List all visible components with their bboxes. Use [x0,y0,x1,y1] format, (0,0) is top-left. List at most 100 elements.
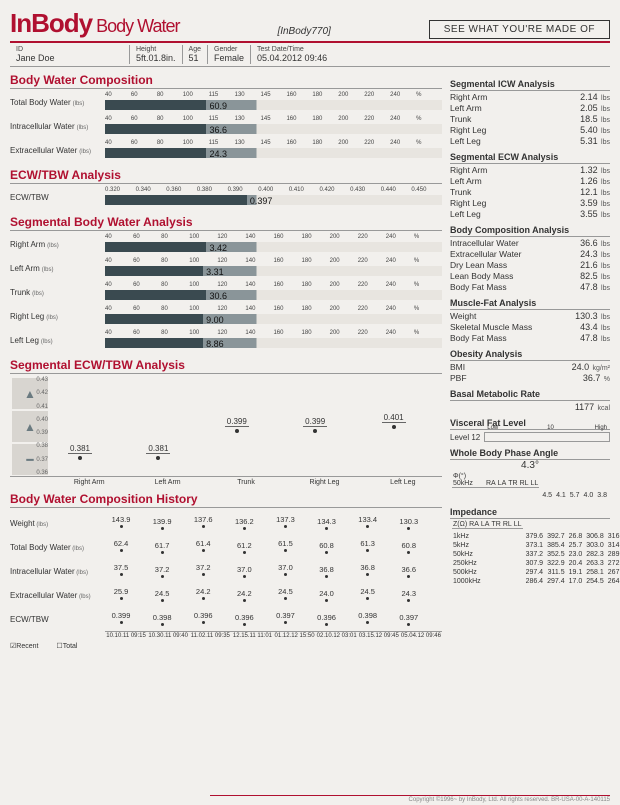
rt-row: Left Leg3.55 lbs [450,208,610,219]
section-secw-title: Segmental ECW/TBW Analysis [10,358,442,374]
history-checkboxes: ☑Recent ☐Total [10,642,442,650]
bar-label: Right Leg(lbs) [10,306,105,321]
rt-section-title: Segmental ICW Analysis [450,79,610,91]
wbpa-title: Whole Body Phase Angle [450,448,610,460]
hist-point: 61.3 [352,539,384,552]
hist-row: Extracellular Water (lbs)25.924.524.224.… [10,583,442,607]
footer: Copyright ©1996~ by InBody, Ltd. All rig… [210,795,610,803]
hist-point: 24.0 [311,589,343,602]
bar-row: Right Leg(lbs) 4060801001201401601802002… [10,306,442,328]
recent-checkbox[interactable]: ☑Recent [10,643,46,650]
rt-row: BMI24.0 kg/m² [450,361,610,372]
history-dates: 10.10.11 09:1510.30.11 09:4011.02.11 09:… [105,631,442,639]
section-hist-title: Body Water Composition History [10,492,442,508]
rt-row: Body Fat Mass47.8 lbs [450,281,610,292]
history-rows: Weight (lbs)143.9139.9137.6136.2137.3134… [10,511,442,631]
age-cell: Age51 [183,45,208,64]
imp-title: Impedance [450,507,610,519]
bar-area: 406080100115130145160180200220240% 24.3 [105,140,442,162]
bar-label: Trunk(lbs) [10,282,105,297]
secw-point: 0.401 [364,413,424,429]
bar-row: Extracellular Water(lbs) 406080100115130… [10,140,442,162]
hist-point: 24.2 [187,587,219,600]
hist-point: 37.0 [228,565,260,578]
patient-info-row: IDJane Doe Height5ft.01.8in. Age51 Gende… [10,41,610,67]
secw-plot: 0.430.420.410.400.390.380.370.36 0.3810.… [50,377,442,476]
rt-section-title: Segmental ECW Analysis [450,152,610,164]
rt-row: Body Fat Mass47.8 lbs [450,332,610,343]
secw-xlabels: Right ArmLeft ArmTrunkRight LegLeft Leg [50,479,442,486]
hist-point: 0.396 [311,613,343,626]
hist-point: 37.5 [105,563,137,576]
hist-point: 60.8 [393,541,425,554]
rt-row: Extracellular Water24.3 lbs [450,248,610,259]
bar-row: Left Arm(lbs) 40608010012014016018020022… [10,258,442,280]
rt-icw: Segmental ICW AnalysisRight Arm2.14 lbsL… [450,79,610,146]
hist-point: 0.396 [228,613,260,626]
section-sbwa-title: Segmental Body Water Analysis [10,215,442,231]
hist-point: 37.0 [269,563,301,576]
hist-point: 36.6 [393,565,425,578]
hist-point: 61.5 [269,539,301,552]
rt-oa: Obesity AnalysisBMI24.0 kg/m²PBF36.7 % [450,349,610,383]
model-label: [InBody770] [277,26,330,37]
rt-row: Right Leg3.59 lbs [450,197,610,208]
rt-row: Skeletal Muscle Mass43.4 lbs [450,321,610,332]
hist-point: 24.2 [228,589,260,602]
rt-row: Lean Body Mass82.5 lbs [450,270,610,281]
bar-row: Trunk(lbs) 40608010012014016018020022024… [10,282,442,304]
hist-point: 133.4 [352,515,384,528]
hist-point: 143.9 [105,515,137,528]
total-checkbox[interactable]: ☐Total [56,643,85,650]
bmr-title: Basal Metabolic Rate [450,389,610,401]
hist-point: 137.6 [187,515,219,528]
hist-point: 36.8 [311,565,343,578]
hist-row: Intracellular Water (lbs)37.537.237.237.… [10,559,442,583]
bar-label: Left Arm(lbs) [10,258,105,273]
right-column: Segmental ICW AnalysisRight Arm2.14 lbsL… [450,73,610,650]
impedance-table: Z(Ω)RALATRRLLL1kHz379.6392.726.8306.8316… [450,519,620,587]
header: InBodyBody Water [InBody770] SEE WHAT YO… [10,8,610,39]
bar-area: 406080100115130145160180200220240% 60.9 [105,92,442,114]
bar-row: Intracellular Water(lbs) 406080100115130… [10,116,442,138]
hist-point: 62.4 [105,539,137,552]
hist-point: 61.4 [187,539,219,552]
secw-point: 0.399 [207,417,267,433]
bar-row: Total Body Water(lbs) 406080100115130145… [10,92,442,114]
hist-row: ECW/TBW 0.3990.3980.3960.3960.3970.3960.… [10,607,442,631]
testdate-cell: Test Date/Time05.04.2012 09:46 [251,45,333,64]
rt-row: Intracellular Water36.6 lbs [450,237,610,248]
rt-bca: Body Composition AnalysisIntracellular W… [450,225,610,292]
hist-point: 134.3 [311,517,343,530]
bwc-rows: Total Body Water(lbs) 406080100115130145… [10,92,442,162]
hist-point: 0.398 [146,613,178,626]
bar-row: Left Leg(lbs) 40608010012014016018020022… [10,330,442,352]
sbwa-rows: Right Arm(lbs) 4060801001201401601802002… [10,234,442,352]
bmr-value: 1177 kcal [450,401,610,412]
secw-point: 0.381 [128,444,188,460]
hist-point: 0.397 [269,611,301,624]
rt-row: Left Arm1.26 lbs [450,175,610,186]
hist-row: Total Body Water (lbs)62.461.761.461.261… [10,535,442,559]
bar-label: Right Arm(lbs) [10,234,105,249]
height-cell: Height5ft.01.8in. [130,45,183,64]
wbpa-table: Φ(°) 50kHzRALATRRLLL4.54.15.74.03.8 [450,471,610,501]
bar-label: ECW/TBW [10,187,105,202]
secw-chart: ▲ ▲ ━ 0.430.420.410.400.390.380.370.36 0… [10,377,442,477]
bar-label: Total Body Water(lbs) [10,92,105,107]
rt-row: Dry Lean Mass21.6 lbs [450,259,610,270]
secw-point: 0.399 [285,417,345,433]
section-bwc-title: Body Water Composition [10,73,442,89]
main-columns: Body Water Composition Total Body Water(… [10,73,610,650]
hist-point: 37.2 [146,565,178,578]
secw-point: 0.381 [50,444,110,460]
hist-point: 61.7 [146,541,178,554]
bar-area: 0.3200.3400.3600.3800.3900.4000.4100.420… [105,187,442,209]
hist-point: 137.3 [269,515,301,528]
rt-row: Trunk18.5 lbs [450,113,610,124]
bar-area: 406080100120140160180200220240% 3.31 [105,258,442,280]
vfl-level: Level 12 [450,433,480,442]
vfl-title: Visceral Fat Level [450,418,610,430]
hist-point: 24.5 [352,587,384,600]
rt-section-title: Body Composition Analysis [450,225,610,237]
